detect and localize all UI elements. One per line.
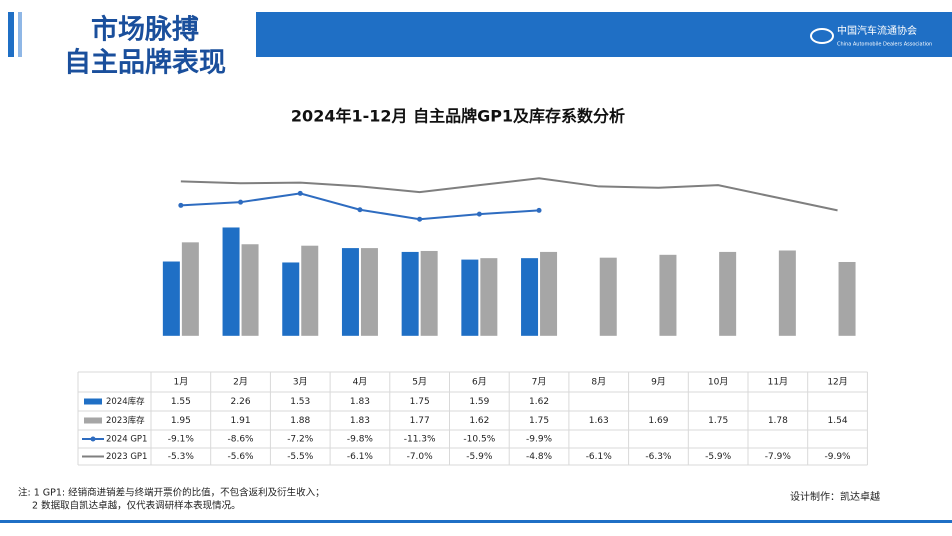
x-tick-label: 5月	[412, 377, 427, 388]
header-accent	[18, 12, 22, 57]
bar	[341, 248, 359, 336]
x-tick-label: 7月	[532, 377, 547, 388]
table-value: -11.3%	[404, 435, 436, 445]
legend-symbol	[90, 436, 96, 442]
legend-label: 2024 GP1	[106, 435, 147, 445]
table-value: 1.75	[410, 397, 430, 407]
legend-label: 2023库存	[106, 415, 145, 426]
table-value: -5.9%	[466, 452, 493, 462]
table-value: 1.53	[290, 397, 310, 407]
credit: 设计制作：凯达卓越	[790, 490, 880, 503]
footer-line	[0, 520, 952, 523]
x-tick-label: 12月	[827, 377, 847, 388]
x-tick-label: 1月	[173, 377, 188, 388]
line-marker	[476, 211, 482, 217]
header-band	[256, 12, 952, 57]
table-value: -7.2%	[287, 435, 314, 445]
chart-title: 2024年1-12月 自主品牌GP1及库存系数分析	[291, 107, 625, 126]
table-value: -4.8%	[526, 452, 553, 462]
line-marker	[536, 207, 542, 213]
legend-symbol	[84, 398, 102, 405]
legend-symbol	[84, 417, 102, 424]
table-value: -7.0%	[407, 452, 434, 462]
table-value: 1.95	[171, 416, 191, 426]
note: 2 数据取自凯达卓越，仅代表调研样本表现情况。	[32, 500, 241, 512]
table-value: 1.83	[350, 397, 370, 407]
bar	[659, 254, 677, 336]
x-tick-label: 11月	[768, 377, 788, 388]
table-value: 1.83	[350, 416, 370, 426]
line-marker	[417, 216, 423, 222]
table-value: 1.88	[290, 416, 310, 426]
line-marker	[297, 190, 303, 196]
table-value: 2.26	[231, 397, 251, 407]
line-marker	[357, 207, 363, 213]
line	[180, 177, 838, 212]
line-marker	[238, 199, 244, 205]
bar	[181, 242, 199, 336]
table-value: -5.3%	[168, 452, 195, 462]
table-value: -6.1%	[586, 452, 613, 462]
legend-label: 2024库存	[106, 396, 145, 407]
table-value: -7.9%	[765, 452, 792, 462]
table-value: -9.8%	[347, 435, 374, 445]
header-accent	[8, 12, 14, 57]
table-value: 1.59	[469, 397, 489, 407]
table-value: 1.54	[828, 416, 848, 426]
line-marker	[178, 202, 184, 208]
table-value: -6.1%	[347, 452, 374, 462]
bar	[401, 251, 419, 336]
bar	[301, 245, 319, 336]
table-value: -9.9%	[824, 452, 851, 462]
bar	[420, 250, 438, 336]
bar	[461, 259, 479, 336]
table-value: -5.6%	[227, 452, 254, 462]
bar	[222, 227, 240, 336]
table-value: 1.62	[529, 397, 549, 407]
table-value: 1.63	[589, 416, 609, 426]
table-value: 1.55	[171, 397, 191, 407]
x-tick-label: 9月	[651, 377, 666, 388]
table-value: -9.9%	[526, 435, 553, 445]
page-title: 市场脉搏	[91, 14, 199, 46]
table-value: -9.1%	[168, 435, 195, 445]
bar	[778, 250, 796, 336]
bar	[719, 251, 737, 336]
note: 注: 1 GP1: 经销商进销差与终端开票价的比值，不包含返利及衍生收入；	[18, 487, 325, 499]
x-tick-label: 10月	[708, 377, 728, 388]
table-value: 1.75	[529, 416, 549, 426]
x-tick-label: 4月	[353, 377, 368, 388]
bar	[162, 261, 180, 336]
logo-text: 中国汽车流通协会	[837, 24, 917, 37]
table-value: -8.6%	[227, 435, 254, 445]
table-value: 1.75	[708, 416, 728, 426]
legend-label: 2023 GP1	[106, 452, 147, 462]
table-value: -10.5%	[463, 435, 495, 445]
logo-text: China Automobile Dealers Association	[837, 42, 932, 48]
page-title: 自主品牌表现	[64, 47, 226, 79]
table-value: 1.69	[648, 416, 668, 426]
bar	[838, 261, 856, 336]
bar	[282, 262, 300, 336]
x-tick-label: 8月	[591, 377, 606, 388]
x-tick-label: 6月	[472, 377, 487, 388]
table-value: 1.77	[410, 416, 430, 426]
table-value: 1.62	[469, 416, 489, 426]
bar	[599, 257, 617, 336]
bar	[521, 258, 539, 336]
table-value: -5.9%	[705, 452, 732, 462]
table-value: 1.91	[231, 416, 251, 426]
table-value: -6.3%	[645, 452, 672, 462]
table-value: 1.78	[768, 416, 788, 426]
x-tick-label: 3月	[293, 377, 308, 388]
bar	[360, 248, 378, 336]
bar	[540, 251, 558, 336]
table-value: -5.5%	[287, 452, 314, 462]
bar	[480, 258, 498, 336]
bar	[241, 244, 259, 336]
x-tick-label: 2月	[233, 377, 248, 388]
logo-icon	[810, 28, 834, 44]
